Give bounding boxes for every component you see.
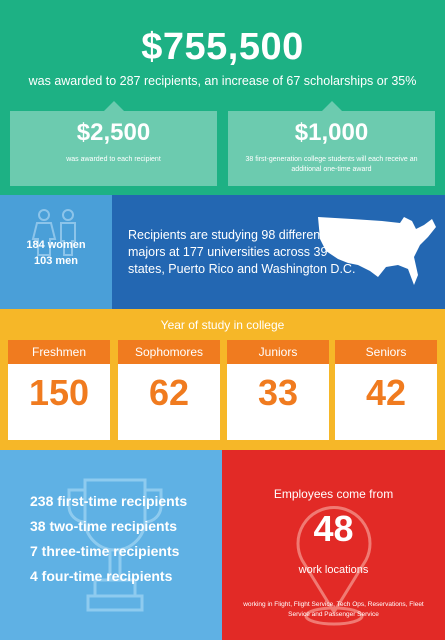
year-value: 33	[257, 372, 299, 413]
employees-intro: Employees come from	[273, 487, 394, 501]
location-pin-icon	[296, 506, 372, 626]
usa-map-icon	[318, 217, 436, 285]
year-value: 42	[365, 372, 407, 413]
majors-text: Recipients are studying 98 different maj…	[128, 228, 356, 276]
locations-detail: working in Flight, Flight Service, Tech …	[243, 601, 424, 618]
total-award: $755,500	[141, 26, 304, 68]
locations-count: 48	[313, 508, 354, 549]
majors-section: Recipients are studying 98 different maj…	[112, 195, 445, 309]
year-value: 150	[28, 372, 90, 413]
year-card-sophomores: Sophomores 62	[118, 340, 220, 440]
per-recipient-amount: $2,500	[76, 119, 151, 146]
year-heading: Year of study in college	[160, 318, 285, 332]
men-count: 103 men	[33, 255, 79, 267]
year-card-freshmen: Freshmen 150	[8, 340, 110, 440]
locations-unit: work locations	[298, 564, 369, 576]
women-count: 184 women	[26, 239, 86, 251]
people-icon	[31, 209, 76, 256]
year-card-juniors: Juniors 33	[227, 340, 329, 440]
trophy-icon	[67, 478, 163, 612]
employees-section: Employees come from 48 work locations wo…	[222, 450, 445, 640]
year-label: Seniors	[335, 340, 437, 364]
year-label: Sophomores	[118, 340, 220, 364]
repeat-line: 7 three-time recipients	[30, 543, 180, 559]
year-label: Juniors	[227, 340, 329, 364]
award-summary: was awarded to 287 recipients, an increa…	[28, 74, 417, 88]
year-section: Year of study in college Freshmen 150 So…	[0, 309, 445, 450]
repeat-line: 38 two-time recipients	[30, 518, 178, 534]
gender-section: 184 women 103 men	[0, 195, 112, 309]
first-gen-amount: $1,000	[294, 119, 369, 146]
award-section: $755,500 was awarded to 287 recipients, …	[0, 0, 445, 195]
per-recipient-box: $2,500 was awarded to each recipient	[10, 101, 217, 186]
first-gen-box: $1,000 38 first-generation college stude…	[228, 101, 435, 186]
repeat-line: 238 first-time recipients	[30, 493, 188, 509]
per-recipient-desc: was awarded to each recipient	[66, 156, 161, 163]
repeat-line: 4 four-time recipients	[30, 568, 173, 584]
year-label: Freshmen	[8, 340, 110, 364]
year-card-seniors: Seniors 42	[335, 340, 437, 440]
repeat-recipients-section: 238 first-time recipients 38 two-time re…	[0, 450, 222, 640]
year-value: 62	[148, 372, 190, 413]
first-gen-desc: 38 first-generation college students wil…	[245, 156, 418, 173]
